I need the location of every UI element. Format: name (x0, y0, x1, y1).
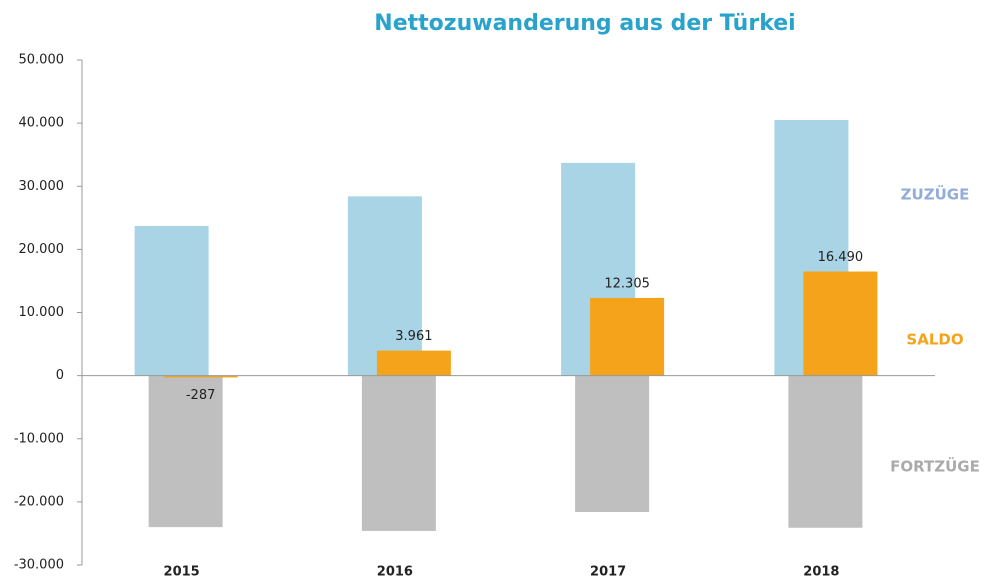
chart-title: Nettozuwanderung aus der Türkei (374, 11, 795, 36)
data-label: 16.490 (818, 250, 864, 265)
bar (134, 226, 209, 376)
data-label: 3.961 (395, 329, 432, 344)
x-tick-label: 2017 (590, 565, 626, 578)
y-tick-label: 20.000 (19, 242, 65, 257)
y-tick-label: 50.000 (19, 53, 65, 68)
bar (148, 375, 223, 528)
x-tick-label: 2018 (803, 565, 839, 578)
bar (376, 350, 451, 376)
y-tick-label: -20.000 (14, 494, 64, 509)
x-tick-label: 2016 (377, 565, 413, 578)
x-tick-label: 2015 (164, 565, 200, 578)
data-label: 12.305 (604, 276, 650, 291)
bar (590, 297, 665, 376)
y-tick-label: -30.000 (14, 558, 64, 573)
legend-label: SALDO (906, 331, 963, 349)
bar (347, 196, 422, 376)
bar (803, 271, 878, 376)
bar (575, 375, 650, 512)
y-tick-label: 0 (56, 368, 64, 383)
data-label: -287 (186, 388, 216, 403)
y-tick-label: 30.000 (19, 179, 65, 194)
bar (163, 375, 238, 378)
legend-label: ZUZÜGE (901, 185, 970, 204)
y-tick-label: 40.000 (19, 116, 65, 131)
y-tick-label: 10.000 (19, 305, 65, 320)
bar (361, 375, 436, 531)
bar (788, 375, 863, 528)
y-tick-label: -10.000 (14, 431, 64, 446)
legend-label: FORTZÜGE (890, 457, 980, 476)
